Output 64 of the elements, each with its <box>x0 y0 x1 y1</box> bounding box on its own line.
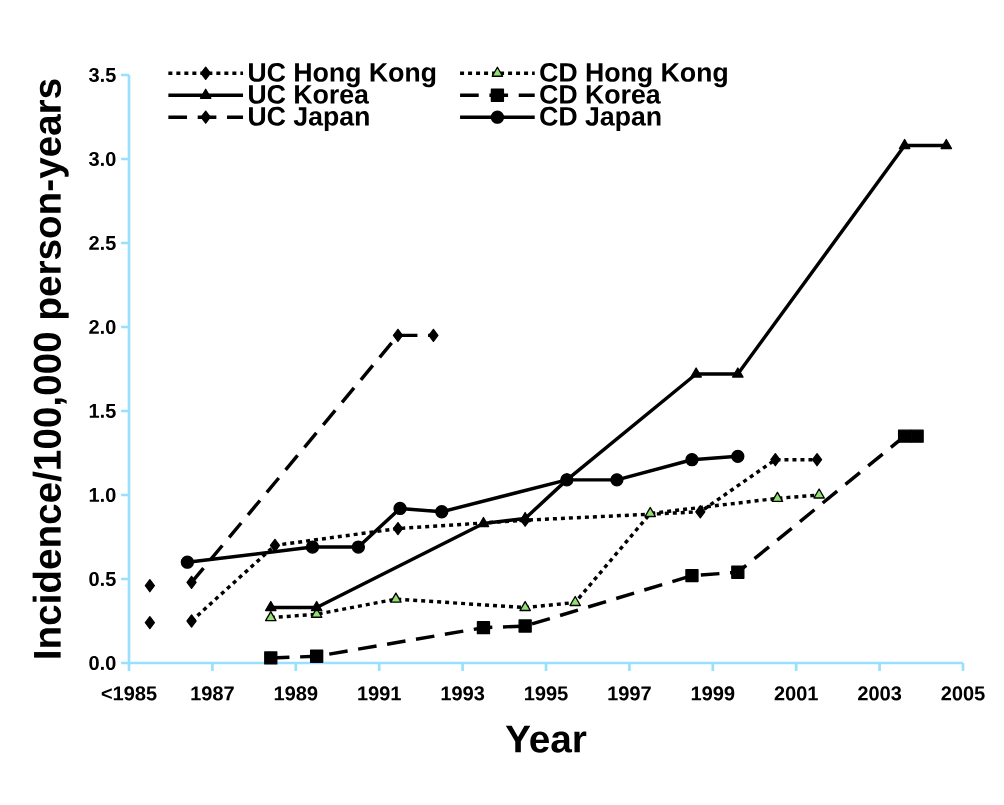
point <box>144 615 156 630</box>
point <box>685 568 699 583</box>
point <box>519 600 532 612</box>
legend-label: UC Japan <box>249 106 369 131</box>
point <box>264 651 278 665</box>
point <box>811 452 823 467</box>
x-axis-title: Year <box>505 725 587 753</box>
x-tick-label: 1997 <box>608 686 651 701</box>
y-tick-label: 3.0 <box>88 151 116 166</box>
point <box>435 504 449 519</box>
point <box>310 600 323 612</box>
point <box>910 429 924 443</box>
point <box>144 578 156 593</box>
y-tick-label: 1.0 <box>89 487 116 502</box>
point <box>180 555 195 569</box>
point <box>392 521 404 536</box>
point <box>731 367 744 378</box>
point <box>393 501 407 515</box>
point <box>690 367 702 378</box>
x-tick-label: 2001 <box>774 686 818 701</box>
point <box>771 491 784 502</box>
point <box>518 619 532 633</box>
y-tick-label: 0.0 <box>89 655 116 670</box>
point <box>351 540 366 554</box>
y-tick-label: 3.5 <box>88 67 116 82</box>
point <box>264 610 277 622</box>
point <box>731 449 745 463</box>
point <box>264 600 277 612</box>
y-tick-label: 2.5 <box>89 235 116 250</box>
y-tick-label: 1.5 <box>89 403 116 418</box>
point <box>186 614 197 628</box>
point <box>695 504 706 519</box>
point <box>770 452 781 467</box>
x-tick-label: 1987 <box>191 686 234 701</box>
x-tick-label: 1989 <box>274 686 318 701</box>
x-tick-label: <1985 <box>101 686 157 701</box>
x-tick-label: 1993 <box>441 686 485 701</box>
x-tick-label: 1999 <box>691 686 735 701</box>
point <box>305 540 320 554</box>
point <box>390 592 402 603</box>
point <box>940 138 953 150</box>
point <box>477 516 490 528</box>
y-tick-label: 2.0 <box>89 319 116 334</box>
point <box>392 328 404 342</box>
point <box>569 595 582 607</box>
point <box>813 488 825 499</box>
x-tick-label: 2003 <box>858 686 902 701</box>
point <box>519 511 532 523</box>
point <box>731 565 745 579</box>
point <box>428 328 439 342</box>
x-tick-label: 1995 <box>525 686 568 701</box>
point <box>309 649 324 663</box>
legend-label: CD Japan <box>540 106 661 131</box>
point <box>269 538 281 552</box>
point <box>644 506 657 517</box>
point <box>898 138 911 150</box>
y-tick-label: 0.5 <box>89 571 116 586</box>
x-tick-label: 2005 <box>941 686 985 701</box>
x-tick-label: 1991 <box>358 686 401 701</box>
point <box>186 575 197 589</box>
y-axis-title: Incidence/100,000 person-years <box>32 79 69 658</box>
point <box>476 620 491 635</box>
point <box>610 473 624 487</box>
point <box>685 452 699 467</box>
